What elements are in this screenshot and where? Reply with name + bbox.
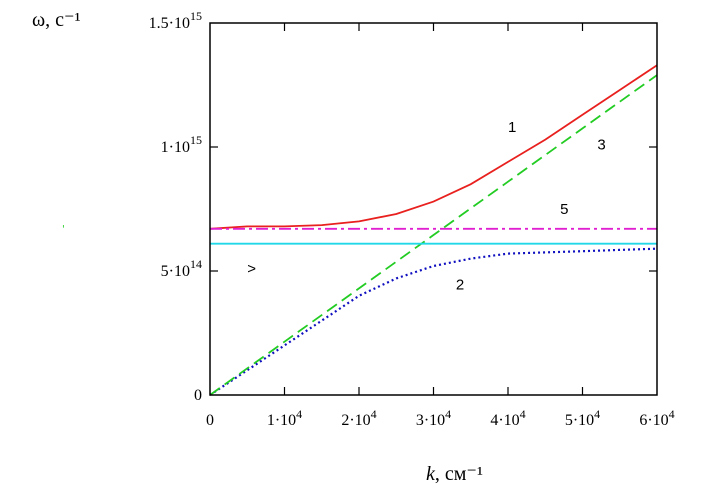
y-tick-label: 1·1015: [161, 133, 202, 156]
x-axis-ticks: 0 1·104 2·104 3·104 4·104 5·104 6·104: [206, 23, 675, 429]
series-layer: [209, 64, 658, 396]
x-tick-label: 0: [206, 412, 214, 429]
series-label-1: 1: [508, 119, 516, 136]
series-label-3: 3: [597, 136, 605, 153]
y-tick-label: 5·1014: [161, 257, 202, 280]
y-tick-label: 0: [194, 387, 202, 404]
series-label-5: 5: [560, 201, 568, 218]
x-tick-label: 5·104: [565, 407, 600, 429]
series-labels: 1 2 3 5 >: [247, 119, 605, 293]
x-axis-title: k, см⁻¹: [426, 463, 483, 485]
series-line-3: [209, 74, 658, 396]
series-label-2: 2: [456, 277, 464, 294]
y-axis-title: ω, c⁻¹: [32, 9, 81, 31]
x-tick-label: 3·104: [416, 407, 451, 429]
annotation-marker: >: [247, 260, 256, 277]
x-tick-label: 2·104: [341, 407, 376, 429]
x-tick-label: 4·104: [490, 407, 525, 429]
x-tick-label: 6·104: [639, 407, 674, 429]
y-tick-label: 1.5·1015: [149, 9, 202, 32]
series-line-2: [209, 247, 658, 396]
series-line-1: [209, 64, 658, 230]
y-axis-ticks: 0 5·1014 1·1015 1.5·1015: [149, 9, 657, 404]
stray-marker: ': [62, 224, 65, 235]
plot-frame: [209, 22, 658, 396]
x-tick-label: 1·104: [267, 407, 302, 429]
